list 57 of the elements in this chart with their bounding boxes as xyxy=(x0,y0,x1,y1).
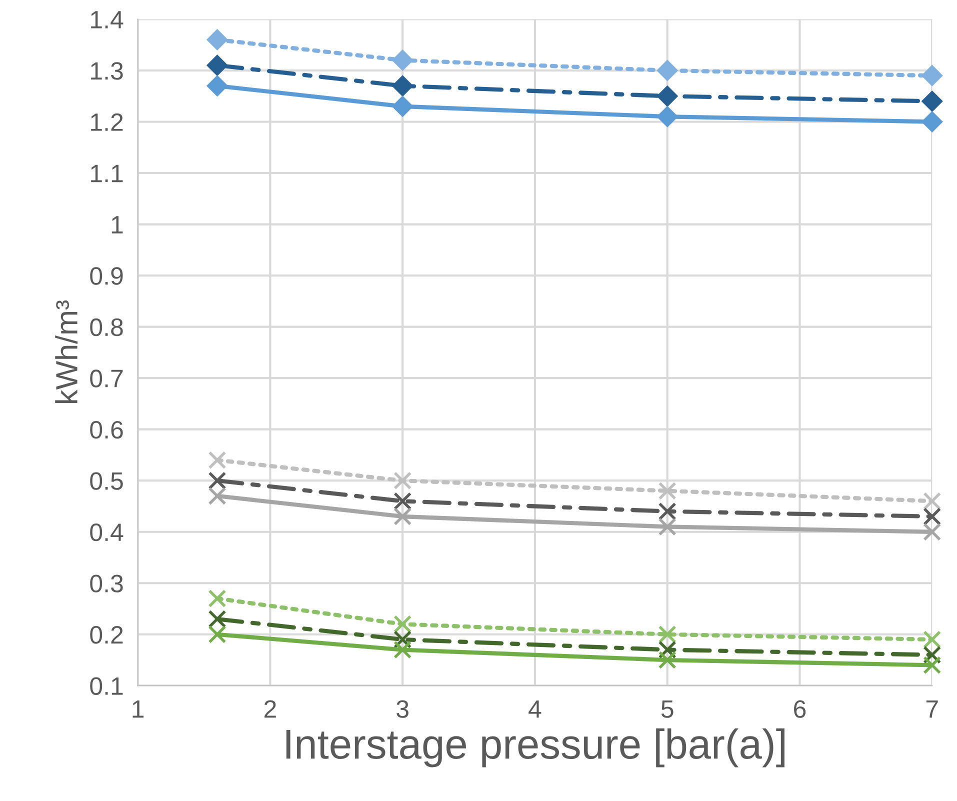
point xyxy=(392,76,413,96)
x-tick-label: 1 xyxy=(132,700,144,718)
y-tick-label: 1.4 xyxy=(91,11,124,28)
point xyxy=(208,472,226,490)
y-tick-label: 0.7 xyxy=(90,370,123,388)
point xyxy=(657,86,678,106)
y-tick-label: 0.3 xyxy=(90,574,123,592)
point xyxy=(923,492,942,510)
point xyxy=(394,507,412,526)
point xyxy=(392,96,413,117)
point xyxy=(923,656,942,674)
point xyxy=(208,610,226,628)
y-tick-label: 0.2 xyxy=(90,626,123,644)
point xyxy=(658,650,676,670)
point xyxy=(658,502,676,520)
point xyxy=(208,625,226,644)
point xyxy=(658,482,676,500)
y-tick-label: 0.8 xyxy=(90,318,123,336)
x-tick-label: 4 xyxy=(528,700,542,718)
point xyxy=(394,615,412,634)
point xyxy=(394,492,412,510)
point xyxy=(923,507,942,526)
x-tick-label: 3 xyxy=(396,700,408,718)
x-tick-label: 7 xyxy=(926,700,938,718)
y-tick-label: 1.1 xyxy=(91,164,123,182)
point xyxy=(207,55,228,76)
x-axis-title: Interstage pressure [bar(a)] xyxy=(286,728,784,768)
point xyxy=(208,589,226,608)
y-tick-label: 1.2 xyxy=(91,113,123,131)
point xyxy=(658,640,676,659)
point xyxy=(923,630,942,649)
y-tick-label: 1.3 xyxy=(91,62,123,80)
point xyxy=(657,60,678,81)
point xyxy=(923,522,942,541)
y-tick-label: 0.4 xyxy=(90,523,124,542)
point xyxy=(922,112,942,132)
x-tick-label: 2 xyxy=(264,700,276,718)
point xyxy=(394,640,412,659)
y-axis-title: kWh/m³ xyxy=(55,300,78,403)
y-tick-label: 0.5 xyxy=(90,472,123,490)
point xyxy=(657,106,678,127)
point xyxy=(392,50,413,70)
point xyxy=(207,30,228,50)
point xyxy=(922,65,942,86)
point xyxy=(208,486,226,506)
point xyxy=(207,76,228,96)
x-tick-label: 6 xyxy=(794,700,806,718)
point xyxy=(208,451,226,470)
point xyxy=(922,91,942,112)
point xyxy=(658,518,676,536)
y-tick-label: 0.6 xyxy=(90,420,123,439)
y-tick-label: 0.9 xyxy=(90,267,123,285)
point xyxy=(658,625,676,644)
x-tick-label: 5 xyxy=(661,700,674,718)
y-tick-label: 1 xyxy=(112,216,123,234)
point xyxy=(394,472,412,490)
y-tick-label: 0.1 xyxy=(90,677,123,695)
